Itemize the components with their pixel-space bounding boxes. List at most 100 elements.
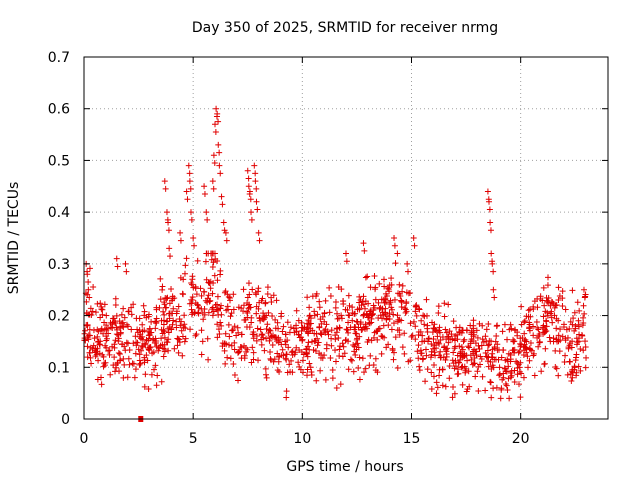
data-point (404, 260, 411, 267)
data-point (198, 327, 205, 334)
data-point (151, 366, 158, 373)
data-point (380, 322, 387, 329)
data-point (513, 358, 520, 365)
data-point (413, 303, 420, 310)
data-point (431, 361, 438, 368)
data-point (162, 185, 169, 192)
data-point (86, 265, 93, 272)
data-point (555, 296, 562, 303)
data-point (258, 341, 265, 348)
data-point (308, 368, 315, 375)
data-point (577, 367, 584, 374)
data-point (383, 344, 390, 351)
data-point (89, 346, 96, 353)
data-point (248, 314, 255, 321)
data-point (505, 363, 512, 370)
data-point (250, 349, 257, 356)
data-point (270, 292, 277, 299)
data-point (231, 339, 238, 346)
data-point (548, 308, 555, 315)
data-point (458, 364, 465, 371)
data-point (375, 299, 382, 306)
data-point (203, 209, 210, 216)
data-point (543, 294, 550, 301)
data-point (192, 283, 199, 290)
data-point (218, 311, 225, 318)
data-point (428, 340, 435, 347)
data-point (421, 337, 428, 344)
data-point (540, 313, 547, 320)
data-point (550, 335, 557, 342)
data-point (473, 327, 480, 334)
data-point (118, 341, 125, 348)
data-point (297, 366, 304, 373)
data-point (340, 298, 347, 305)
data-point (266, 337, 273, 344)
data-point (336, 353, 343, 360)
data-point (163, 318, 170, 325)
data-point (382, 290, 389, 297)
data-point (493, 384, 500, 391)
data-point (161, 301, 168, 308)
data-point (340, 343, 347, 350)
data-point (506, 395, 513, 402)
data-point (345, 366, 352, 373)
data-point (173, 310, 180, 317)
data-point (241, 316, 248, 323)
data-point (345, 329, 352, 336)
data-point (523, 338, 530, 345)
data-point (362, 365, 369, 372)
data-point (123, 339, 130, 346)
data-point (282, 355, 289, 362)
data-point (556, 292, 563, 299)
data-point (405, 268, 412, 275)
data-point (573, 372, 580, 379)
data-point (413, 312, 420, 319)
data-point (81, 330, 88, 337)
data-point (555, 332, 562, 339)
data-point (526, 325, 533, 332)
data-point (245, 183, 252, 190)
data-point (124, 323, 131, 330)
data-point (343, 250, 349, 257)
data-point (220, 219, 227, 226)
data-point (566, 358, 573, 365)
data-point (246, 191, 253, 198)
data-point (99, 306, 106, 313)
data-point (235, 348, 242, 355)
data-point (349, 309, 356, 316)
data-point (103, 333, 110, 340)
data-point (283, 388, 290, 395)
data-point (267, 348, 274, 355)
data-point (312, 347, 319, 354)
data-point (326, 284, 333, 291)
data-point (280, 323, 287, 330)
data-point (545, 274, 552, 281)
data-point (194, 257, 201, 264)
data-point (504, 336, 511, 343)
data-point (576, 307, 583, 314)
data-point (356, 333, 363, 340)
data-point (283, 356, 290, 363)
x-axis-label: GPS time / hours (286, 459, 403, 475)
data-point (180, 291, 187, 298)
data-point (143, 352, 150, 359)
y-tick-label: 0.2 (48, 309, 70, 325)
data-point (181, 321, 188, 328)
data-point (405, 290, 412, 297)
data-point (206, 280, 213, 287)
data-point (141, 359, 148, 366)
data-point (517, 340, 524, 347)
data-point (328, 327, 335, 334)
data-point (551, 312, 558, 319)
data-point (181, 270, 188, 277)
data-point (244, 310, 251, 317)
data-point (345, 292, 352, 299)
data-point (251, 162, 258, 169)
data-point (140, 302, 147, 309)
data-point (535, 333, 542, 340)
data-point (451, 365, 458, 372)
data-point (120, 305, 127, 312)
data-point (507, 321, 514, 328)
data-point (580, 347, 587, 354)
